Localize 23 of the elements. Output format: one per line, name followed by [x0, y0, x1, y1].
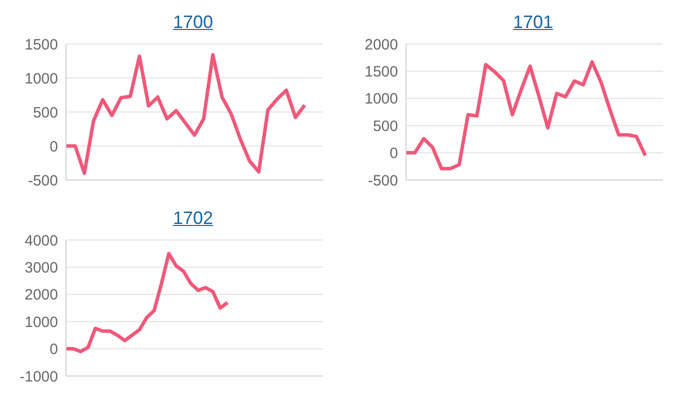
y-tick-label: 3000	[24, 260, 58, 277]
y-tick-label: 4000	[24, 232, 58, 250]
y-tick-label: 0	[50, 138, 58, 156]
y-tick-label: 0	[50, 341, 58, 358]
y-tick-label: -500	[368, 172, 398, 190]
y-tick-label: 500	[372, 118, 398, 135]
y-tick-label: 2000	[364, 36, 398, 54]
y-tick-label: -1000	[20, 368, 58, 386]
chart-title: 1702	[172, 208, 214, 230]
y-tick-label: 1000	[24, 70, 58, 88]
y-tick-label: 1500	[24, 36, 58, 54]
line-series	[404, 60, 648, 170]
y-tick-label: 0	[390, 145, 398, 162]
chart-title: 1701	[512, 12, 554, 34]
y-tick-label: 2000	[24, 286, 58, 304]
y-tick-label: 500	[32, 104, 58, 122]
line-series	[64, 53, 306, 175]
line-series	[64, 252, 230, 354]
y-tick-label: 1000	[364, 90, 398, 108]
y-tick-label: 1000	[24, 314, 58, 331]
y-tick-label: -500	[28, 172, 58, 190]
chart-title: 1700	[172, 12, 214, 34]
y-tick-label: 1500	[364, 64, 398, 81]
